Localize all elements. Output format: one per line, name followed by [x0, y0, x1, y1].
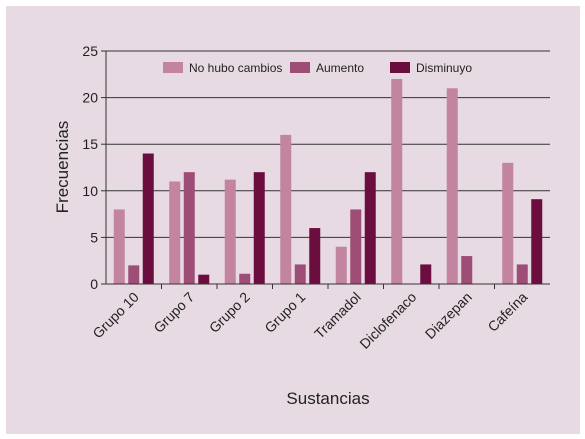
x-tick-label: Diazepan: [422, 289, 475, 342]
legend-swatch: [390, 62, 410, 73]
bar: [113, 209, 125, 284]
bar: [309, 228, 321, 284]
bar: [516, 264, 528, 284]
chart-panel: [6, 6, 580, 434]
bar: [183, 172, 195, 284]
x-tick-label: Grupo 2: [206, 289, 253, 336]
y-tick-label: 0: [90, 276, 98, 292]
bar: [350, 209, 362, 284]
y-tick-label: 10: [82, 183, 98, 199]
x-axis-ticks: Grupo 10 Grupo 7 Grupo 2 Grupo 1 TramadolDic…: [89, 284, 531, 352]
bar: [198, 274, 210, 284]
legend-label: Disminuyo: [416, 61, 472, 75]
y-axis-label: Frecuencias: [53, 121, 72, 214]
bars: [113, 78, 543, 285]
y-tick-label: 15: [82, 136, 98, 152]
x-tick-label: Tramadol: [311, 289, 364, 342]
y-tick-label: 5: [90, 229, 98, 245]
bar: [391, 78, 403, 285]
bar: [502, 162, 514, 284]
bar: [142, 153, 154, 284]
legend-label: No hubo cambios: [189, 61, 282, 75]
bar: [294, 264, 306, 284]
bar: [461, 256, 473, 284]
legend-label: Aumento: [316, 61, 364, 75]
bar: [253, 172, 265, 284]
legend: No hubo cambios Aumento Disminuyo: [163, 61, 472, 75]
bar: [364, 172, 376, 284]
x-tick-label: Grupo 10: [89, 289, 142, 342]
bar: [280, 134, 292, 284]
bar: [128, 265, 140, 284]
bar: [224, 179, 236, 284]
bar: [335, 246, 347, 284]
bar: [531, 199, 543, 284]
bar: [169, 181, 181, 284]
bar: [420, 264, 432, 284]
x-tick-label: Diclofenaco: [356, 289, 419, 352]
x-axis-label: Sustancias: [286, 389, 369, 408]
bar: [239, 273, 251, 284]
x-tick-label: Grupo 1: [261, 289, 308, 336]
x-tick-label: Cafeína: [484, 289, 530, 335]
y-tick-label: 25: [82, 43, 98, 59]
legend-swatch: [163, 62, 183, 73]
x-tick-label: Grupo 7: [150, 289, 197, 336]
y-axis-ticks: 0 5 10 15 20 25: [82, 43, 106, 292]
y-tick-label: 20: [82, 90, 98, 106]
bar: [446, 88, 458, 284]
legend-swatch: [290, 62, 310, 73]
